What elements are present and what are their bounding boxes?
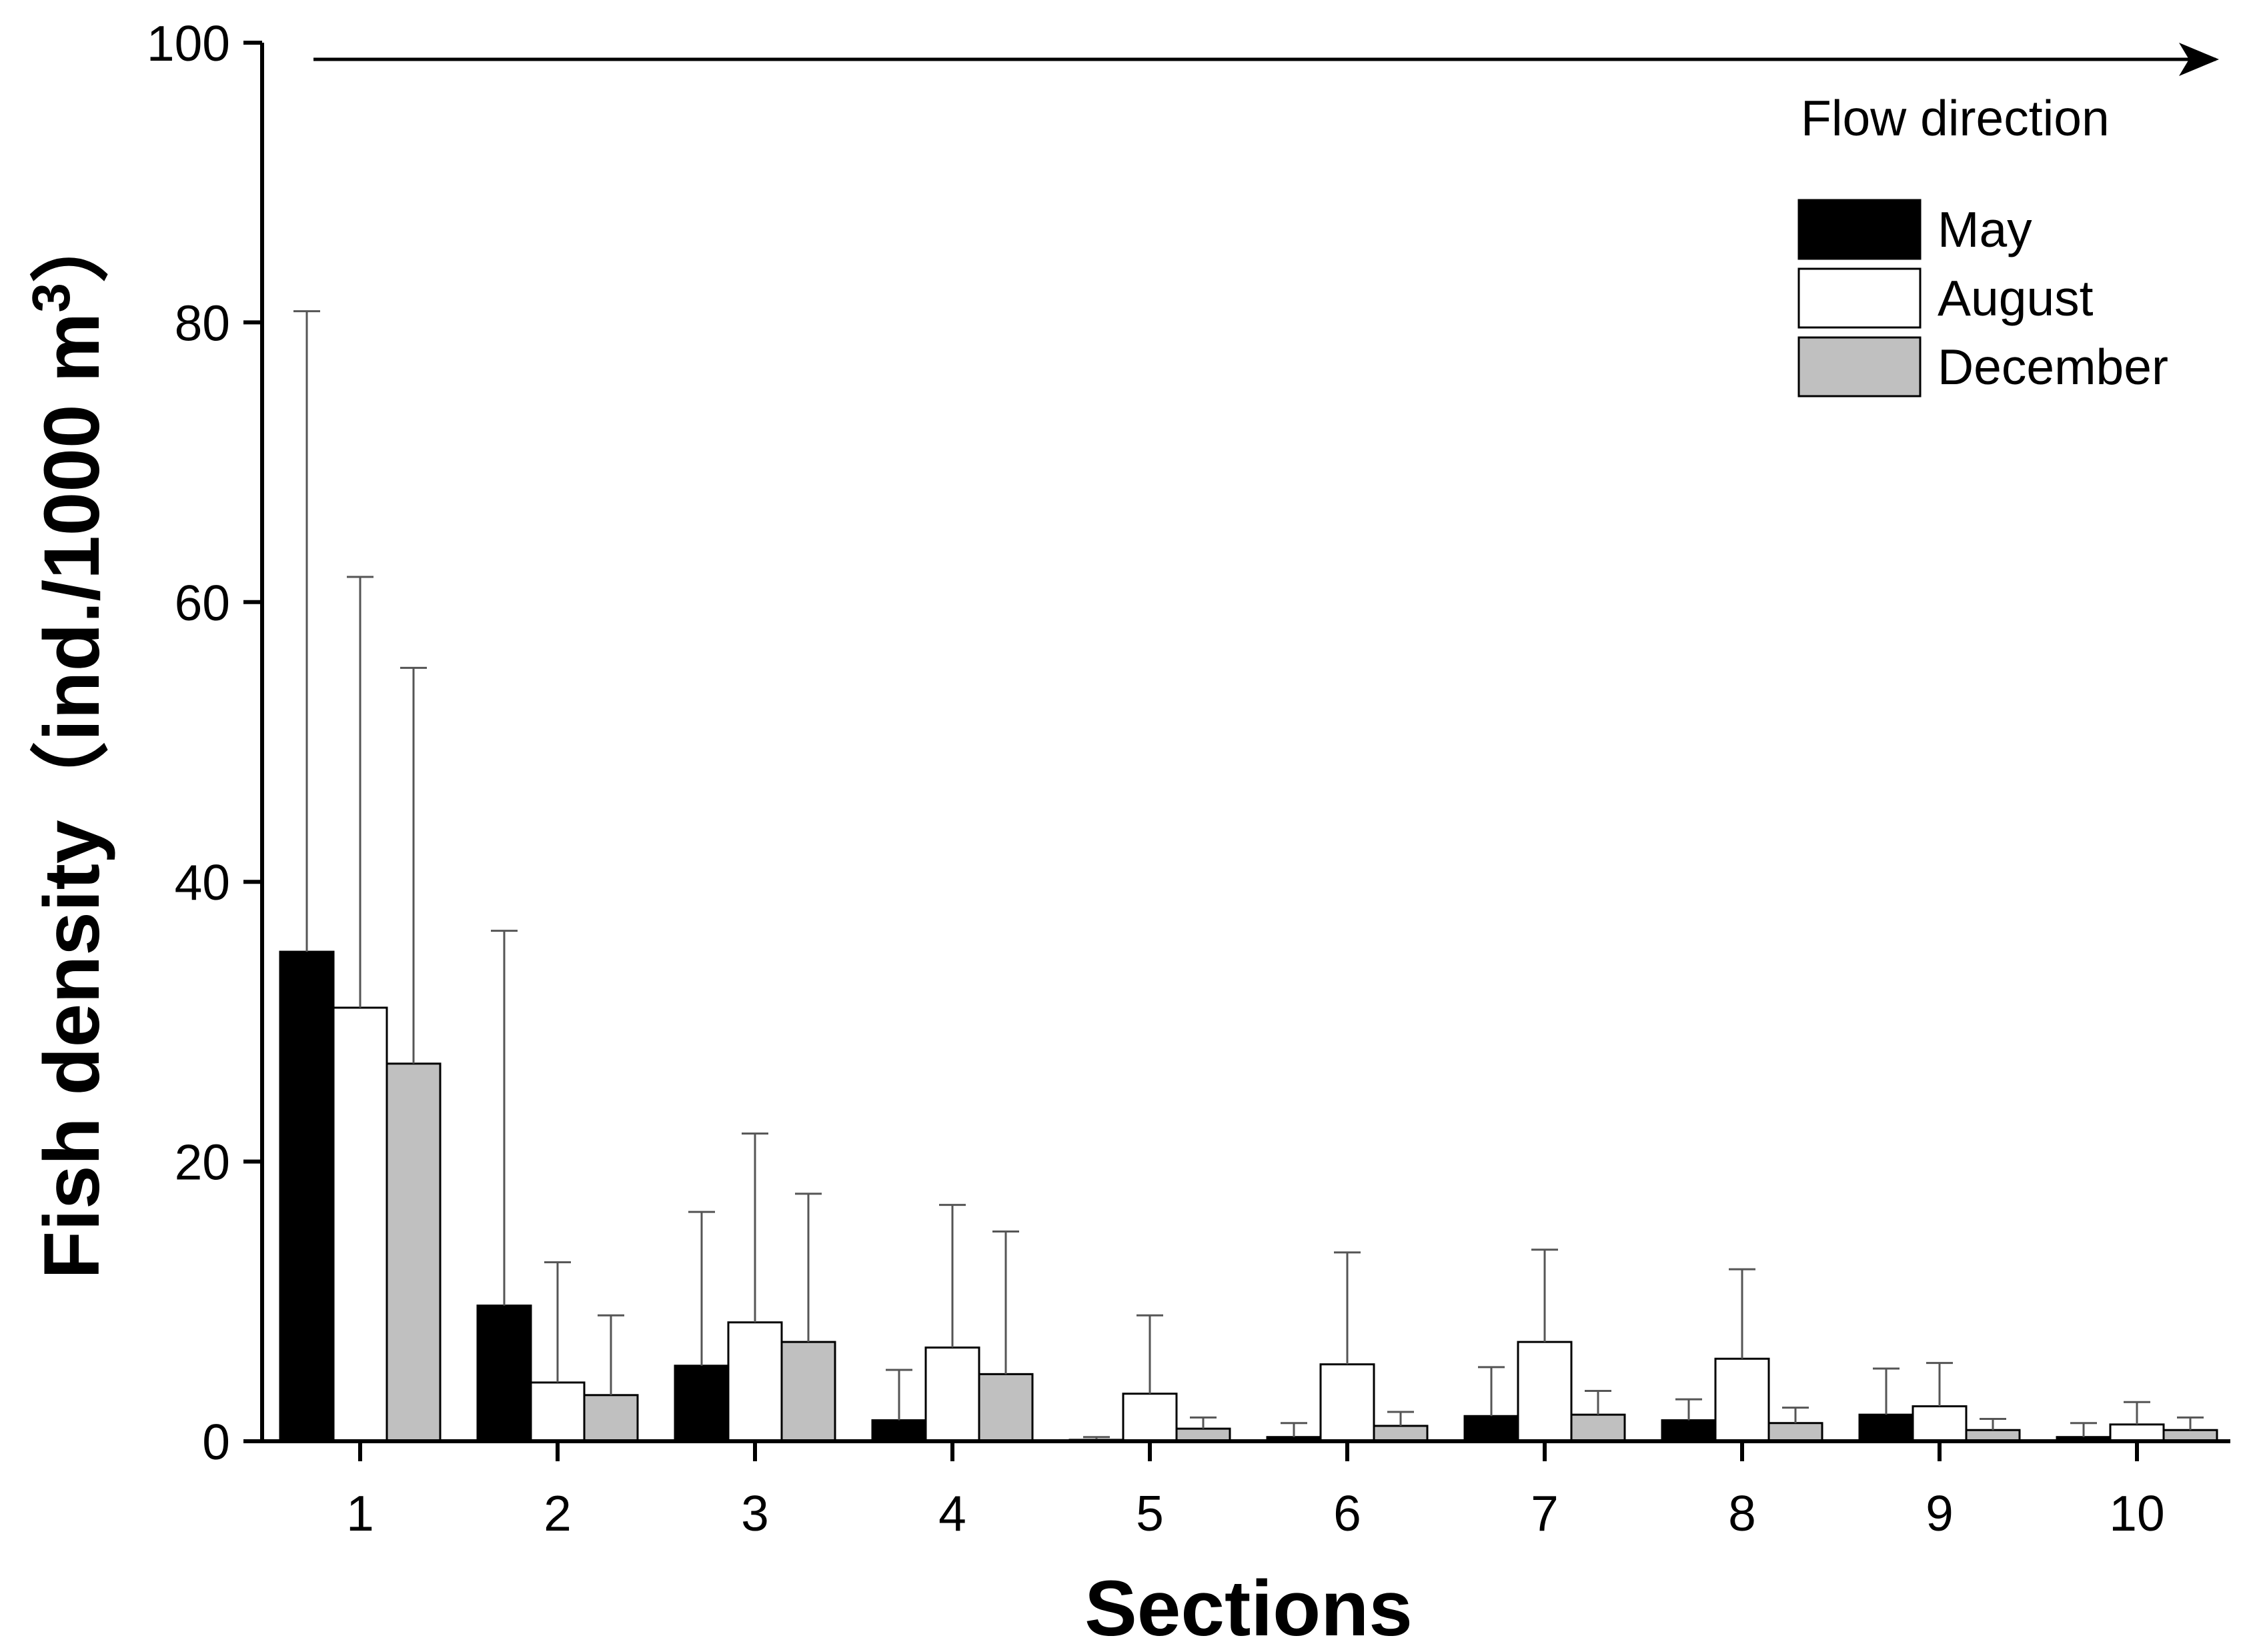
y-tick-label-80: 80 — [175, 295, 230, 351]
bar-august-section-4 — [924, 1347, 980, 1443]
bar-may-section-7 — [1463, 1415, 1519, 1443]
y-tick-label-60: 60 — [175, 575, 230, 631]
bar-may-section-9 — [1858, 1413, 1914, 1443]
x-tick-label-9: 9 — [1926, 1485, 1954, 1541]
x-tick-label-8: 8 — [1728, 1485, 1756, 1541]
bar-december-section-3 — [780, 1341, 836, 1443]
bar-may-section-2 — [476, 1305, 532, 1443]
x-tick-label-7: 7 — [1531, 1485, 1559, 1541]
error-bars-layer — [293, 310, 2204, 1440]
flow-direction-label: Flow direction — [1801, 90, 2110, 146]
legend-swatch-may — [1797, 199, 1922, 260]
bar-august-section-10 — [2109, 1423, 2165, 1443]
y-axis-title-main: Fish density（ind./1000 m — [28, 313, 116, 1279]
x-tick-label-5: 5 — [1136, 1485, 1164, 1541]
bar-december-section-6 — [1373, 1425, 1429, 1443]
bar-august-section-5 — [1122, 1393, 1178, 1443]
bar-may-section-4 — [871, 1419, 927, 1443]
bar-may-section-3 — [674, 1365, 730, 1443]
bar-august-section-8 — [1714, 1357, 1770, 1443]
x-tick-label-4: 4 — [938, 1485, 966, 1541]
y-tick-label-0: 0 — [202, 1414, 230, 1470]
bars-layer — [279, 950, 2218, 1443]
bar-august-section-6 — [1319, 1363, 1375, 1443]
x-tick-label-10: 10 — [2109, 1485, 2164, 1541]
bar-august-section-1 — [332, 1006, 388, 1443]
legend-swatch-august — [1797, 267, 1922, 329]
legend-label-december: December — [1938, 339, 2168, 395]
legend: May August December — [1797, 199, 2168, 397]
bar-august-section-7 — [1517, 1341, 1573, 1443]
x-tick-label-1: 1 — [346, 1485, 374, 1541]
y-axis-title-close: ） — [28, 204, 116, 283]
bar-may-section-8 — [1661, 1419, 1717, 1443]
y-tick-label-100: 100 — [147, 15, 230, 71]
y-axis-title-superscript: 3 — [21, 283, 81, 313]
x-tick-label-3: 3 — [741, 1485, 769, 1541]
bar-december-section-7 — [1570, 1413, 1626, 1443]
legend-label-may: May — [1938, 201, 2032, 257]
bar-may-section-1 — [279, 950, 335, 1443]
bar-december-section-4 — [978, 1373, 1034, 1443]
y-axis-title: Fish density（ind./1000 m3） — [21, 204, 116, 1279]
legend-label-august: August — [1938, 270, 2094, 326]
x-tick-label-2: 2 — [544, 1485, 572, 1541]
bar-december-section-1 — [386, 1062, 442, 1443]
bar-august-section-3 — [727, 1321, 783, 1443]
bar-august-section-9 — [1912, 1405, 1968, 1443]
x-tick-label-6: 6 — [1333, 1485, 1361, 1541]
x-ticks: 1 2 3 4 5 6 7 8 9 10 — [346, 1441, 2165, 1541]
y-ticks: 0 20 40 60 80 100 — [147, 15, 262, 1470]
x-axis-title: Sections — [1084, 1565, 1413, 1652]
bar-december-section-2 — [583, 1394, 639, 1443]
y-tick-label-20: 20 — [175, 1134, 230, 1190]
legend-swatch-december — [1797, 336, 1922, 397]
bar-december-section-8 — [1767, 1422, 1823, 1443]
bar-august-section-2 — [530, 1381, 586, 1443]
y-tick-label-40: 40 — [175, 854, 230, 910]
